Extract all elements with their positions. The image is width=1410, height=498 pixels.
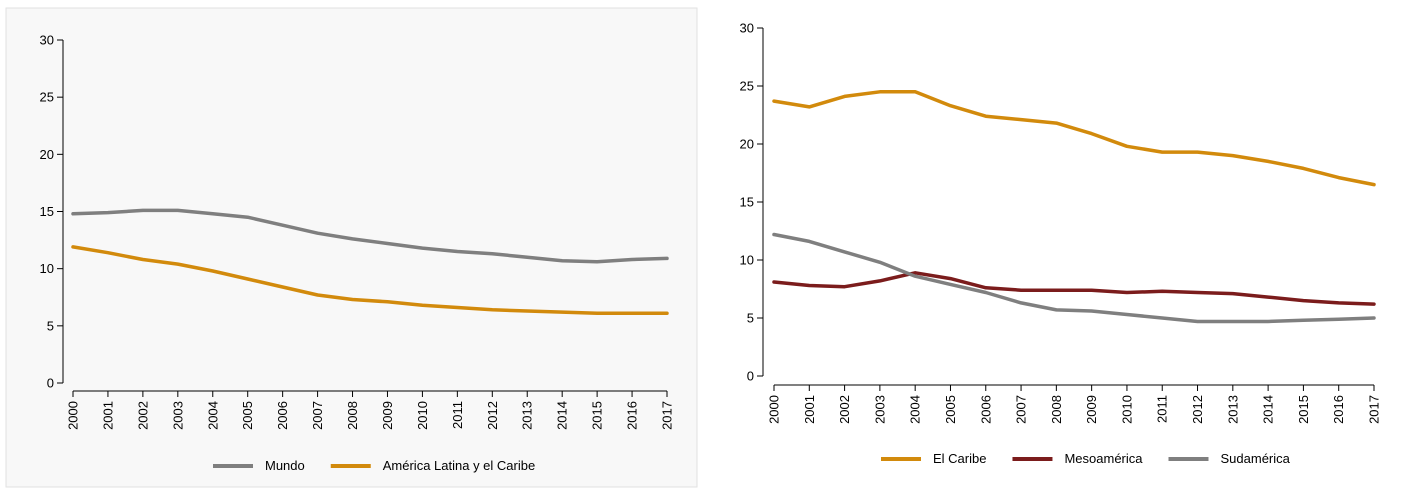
x-tick-label: 2006 — [275, 401, 290, 430]
legend-item: El Caribe — [881, 451, 986, 466]
x-tick-label: 2011 — [450, 401, 465, 429]
series-line-el-caribe — [772, 90, 1376, 187]
series-line-mesoamerica — [772, 271, 1376, 306]
x-tick-label: 2009 — [1084, 395, 1099, 424]
x-tick-label: 2017 — [1367, 395, 1382, 424]
y-tick-label: 0 — [47, 376, 54, 391]
y-tick-label: 15 — [40, 204, 54, 219]
panel-left: 0 5 10 15 20 25 30 2000 2001 2002 2003 2004 2005 2006… — [5, 7, 698, 488]
x-tick-label: 2014 — [555, 401, 570, 430]
x-tick-label: 2016 — [1331, 395, 1346, 424]
legend-item: Mesoamérica — [1012, 451, 1143, 466]
x-tick-label: 2009 — [380, 401, 395, 430]
x-tick-label: 2007 — [1014, 395, 1029, 424]
x-tick-label: 2011 — [1155, 395, 1170, 423]
legend: El Caribe Mesoamérica Sudamérica — [881, 451, 1291, 466]
x-tick-label: 2000 — [66, 401, 81, 430]
legend-item: Mundo — [213, 458, 305, 473]
legend-label: América Latina y el Caribe — [383, 458, 535, 473]
x-tick-label: 2005 — [240, 401, 255, 430]
y-tick-label: 15 — [740, 195, 754, 210]
x-tick-label: 2003 — [872, 395, 887, 424]
x-tick-label: 2017 — [660, 401, 675, 430]
y-tick-label: 10 — [40, 261, 54, 276]
panel-right: 0 5 10 15 20 25 30 2000 2001 2002 2003 2004 2005 2006… — [706, 4, 1408, 487]
series-line-america-latina-y-el-caribe — [71, 245, 669, 316]
y-tick-label: 30 — [40, 33, 54, 48]
y-tick-label: 20 — [40, 147, 54, 162]
legend-label: Mundo — [265, 458, 305, 473]
x-tick-label: 2010 — [1119, 395, 1134, 424]
x-tick-label: 2016 — [625, 401, 640, 430]
x-tick-label: 2003 — [170, 401, 185, 430]
x-tick-label: 2008 — [345, 401, 360, 430]
y-tick-label: 25 — [740, 79, 754, 94]
x-tick-label: 2004 — [205, 401, 220, 430]
x-tick-label: 2015 — [1296, 395, 1311, 424]
legend-label: Sudamérica — [1221, 451, 1291, 466]
legend-item: América Latina y el Caribe — [330, 458, 535, 473]
y-tick-label: 20 — [740, 137, 754, 152]
x-tick-label: 2015 — [590, 401, 605, 430]
legend: Mundo América Latina y el Caribe — [213, 458, 535, 473]
y-tick-label: 0 — [747, 369, 754, 384]
x-tick-label: 2010 — [415, 401, 430, 430]
x-tick-label: 2002 — [135, 401, 150, 430]
legend-label: El Caribe — [933, 451, 986, 466]
series-line-sudamerica — [772, 232, 1376, 324]
legend-label: Mesoamérica — [1064, 451, 1143, 466]
x-tick-label: 2012 — [1190, 395, 1205, 424]
x-tick-label: 2008 — [1049, 395, 1064, 424]
y-tick-label: 5 — [747, 311, 754, 326]
x-tick-label: 2002 — [837, 395, 852, 424]
y-tick-label: 5 — [47, 318, 54, 333]
x-tick-label: 2012 — [485, 401, 500, 430]
x-tick-label: 2005 — [943, 395, 958, 424]
x-tick-label: 2000 — [767, 395, 782, 424]
x-tick-label: 2013 — [520, 401, 535, 430]
x-tick-label: 2001 — [802, 395, 817, 424]
series-line-mundo — [71, 208, 669, 264]
x-tick-label: 2013 — [1225, 395, 1240, 424]
panel-left-background — [5, 7, 698, 488]
legend-item: Sudamérica — [1168, 451, 1291, 466]
y-tick-label: 30 — [740, 21, 754, 36]
x-tick-label: 2004 — [908, 395, 923, 424]
x-tick-label: 2001 — [100, 401, 115, 430]
y-tick-label: 25 — [40, 90, 54, 105]
x-tick-label: 2014 — [1261, 395, 1276, 424]
x-tick-label: 2007 — [310, 401, 325, 430]
y-tick-label: 10 — [740, 253, 754, 268]
x-tick-label: 2006 — [978, 395, 993, 424]
